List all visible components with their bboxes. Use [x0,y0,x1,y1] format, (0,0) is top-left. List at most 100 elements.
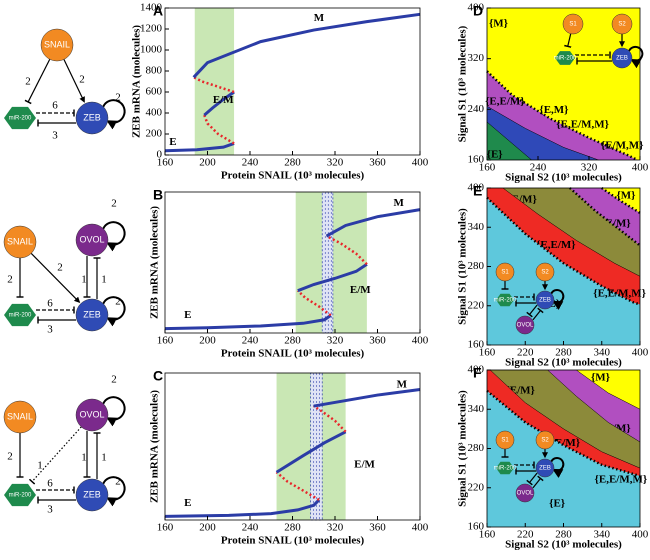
edge [526,472,538,486]
edge [63,59,85,103]
node-label: OVOL [517,491,534,497]
node [496,293,514,307]
branch-label: E [169,136,176,148]
panel-3: {M} {E,M} {E} {E,E/M} {E,E/M,M} {E/M,M} 160 240… [457,2,649,184]
node-label: S2 [541,270,549,276]
x-tick-label: 280 [555,347,572,359]
node-label: SNAIL [7,236,33,246]
node [555,51,575,65]
edge-label: 1 [101,274,107,286]
node-label: SNAIL [44,39,70,49]
region-label: {E} [549,498,565,510]
edge-label: 6 [47,298,53,310]
y-tick-label: 400 [468,364,485,376]
region-label: {M} [616,189,635,201]
branch [313,388,421,408]
branch [164,142,235,153]
self-loop [102,476,126,507]
edge-label: 6 [52,100,58,112]
branch [297,263,368,293]
edge-label: 1 [37,460,43,472]
edge-label: 6 [47,478,53,490]
y-tick-label: 160 [468,154,485,166]
branch-label: E [184,497,191,509]
x-tick-label: 160 [157,335,174,347]
node [515,483,535,503]
x-tick-label: 200 [199,157,216,169]
y-tick-label: 220 [468,481,485,493]
region-label: {M} [489,17,508,29]
node-label: ZEB [616,56,628,62]
self-loop [102,396,126,427]
region-boundary [547,369,641,443]
region-boundary [490,369,641,469]
node [75,298,109,332]
self-loop [102,296,126,327]
x-tick-label: 280 [284,522,301,534]
x-tick-label: 240 [242,157,259,169]
self-loop [102,221,126,252]
branch [192,12,421,79]
x-tick-label: 160 [479,529,496,541]
x-tick-label: 160 [479,347,496,359]
node-label: S2 [618,22,626,28]
edge [28,426,82,485]
node [4,483,36,507]
panel-4: {M}{M,E/M}{E/M}{E,E/M}{E}{E,E/M,M}160220… [457,182,649,369]
edge [24,59,51,105]
panel-letter: D [473,3,483,19]
branch [275,471,320,501]
panel-letter: C [153,368,163,384]
x-tick-label: 220 [517,347,534,359]
y-tick-label: 1400 [140,2,163,14]
x-tick-label: 240 [530,162,547,174]
node [4,106,36,130]
node [496,461,514,475]
y-tick-label: 280 [468,442,485,454]
branch [275,430,347,474]
y-tick-label: 0 [157,149,163,161]
x-tick-label: 320 [327,522,344,534]
node [40,28,74,62]
branch [325,208,421,238]
node-label: ZEB [539,298,551,304]
branch [164,314,332,331]
y-tick-label: 600 [146,86,163,98]
plot-frame [486,7,641,161]
x-tick-label: 280 [284,157,301,169]
edge [564,33,572,48]
node-label: miR-200 [494,298,517,304]
y-tick-label: 240 [468,103,485,115]
network: S1 S2 miR-200 ZEB [554,13,644,69]
y-axis-label: ZEB mRNA (molecules) [149,206,161,319]
branch [164,498,321,518]
x-tick-label: 340 [594,529,611,541]
x-tick-label: 360 [369,522,386,534]
node-label: ZEB [83,309,101,319]
self-loop [550,289,565,311]
x-tick-label: 220 [517,529,534,541]
y-axis-label: ZEB mRNA (molecules) [131,25,143,138]
edge [532,475,544,489]
network: S1 S2 miR-200 ZEB OVOL [494,262,565,335]
x-tick-label: 400 [632,529,649,541]
branch [313,405,347,433]
y-tick-label: 1200 [140,23,163,35]
network: S1 S2 miR-200 ZEB OVOL [494,430,565,503]
y-tick-label: 400 [146,107,163,119]
y-tick-label: 220 [468,299,485,311]
node-label: OVOL [79,234,104,244]
node-label: OVOL [517,323,534,329]
panel-1: E E/M M 160 200 240 280 320 360 400 Protein SNAIL … [149,187,429,360]
self-loop [550,457,565,479]
node [3,400,37,434]
edge-label: 2 [7,274,13,286]
edge-label: 2 [111,198,117,210]
panel-letter: A [153,3,163,19]
annotation: {E,E/M} [485,95,525,107]
panel-letter: E [473,183,482,199]
panel-letter: B [153,187,163,203]
